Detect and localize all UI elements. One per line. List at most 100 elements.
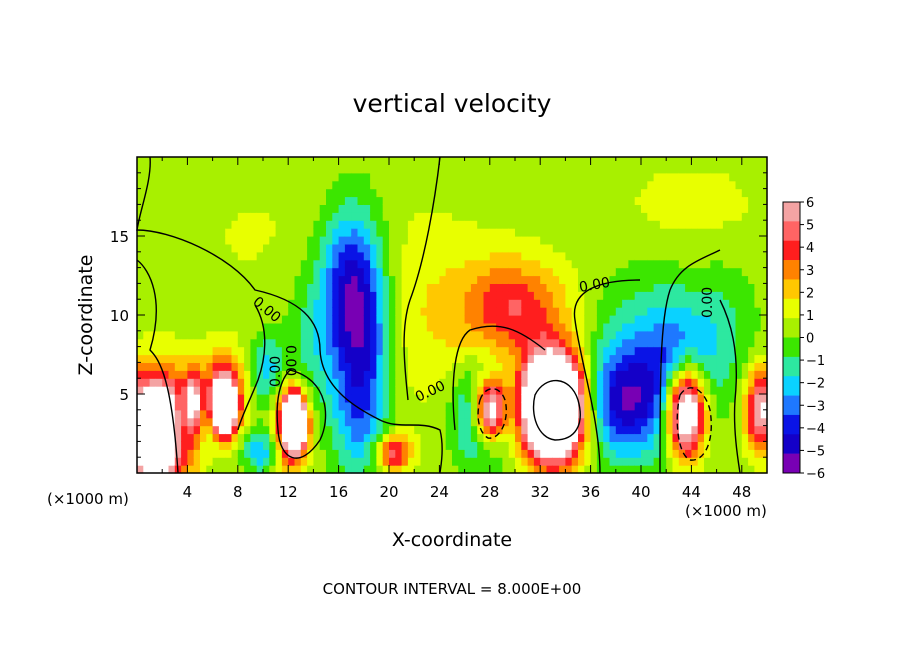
heatmap-cell bbox=[382, 267, 390, 277]
heatmap-cell bbox=[137, 299, 144, 308]
heatmap-cell bbox=[521, 228, 529, 237]
contour-line bbox=[403, 156, 441, 401]
heatmap-cell bbox=[326, 449, 333, 458]
heatmap-cell bbox=[155, 449, 163, 458]
heatmap-cell bbox=[754, 236, 762, 245]
heatmap-cell bbox=[704, 378, 711, 387]
heatmap-cell bbox=[729, 220, 737, 229]
heatmap-cell bbox=[357, 299, 365, 308]
heatmap-cell bbox=[641, 220, 648, 229]
heatmap-cell bbox=[351, 362, 359, 371]
heatmap-cell bbox=[659, 338, 667, 348]
heatmap-cell bbox=[470, 457, 478, 466]
heatmap-cell bbox=[332, 401, 340, 411]
heatmap-cell bbox=[193, 354, 201, 363]
heatmap-cell bbox=[666, 386, 674, 395]
heatmap-cell bbox=[565, 417, 573, 427]
heatmap-cell bbox=[722, 307, 730, 316]
heatmap-cell bbox=[313, 386, 321, 395]
heatmap-cell bbox=[433, 267, 440, 277]
heatmap-cell bbox=[552, 236, 560, 245]
heatmap-cell bbox=[697, 291, 705, 300]
heatmap-cell bbox=[584, 204, 592, 213]
heatmap-cell bbox=[231, 251, 239, 261]
heatmap-cell bbox=[376, 299, 384, 308]
heatmap-cell bbox=[206, 196, 214, 205]
heatmap-cell bbox=[578, 386, 585, 395]
heatmap-cell bbox=[647, 370, 655, 379]
heatmap-cell bbox=[300, 417, 308, 427]
heatmap-cell bbox=[527, 275, 535, 284]
heatmap-cell bbox=[559, 172, 566, 182]
heatmap-cell bbox=[300, 330, 308, 340]
heatmap-cell bbox=[521, 180, 529, 190]
heatmap-cell bbox=[483, 267, 491, 277]
heatmap-cell bbox=[704, 180, 711, 190]
heatmap-cell bbox=[218, 441, 226, 450]
heatmap-cell bbox=[426, 251, 434, 261]
heatmap-cell bbox=[571, 283, 579, 292]
heatmap-cell bbox=[237, 441, 245, 450]
heatmap-cell bbox=[533, 322, 541, 332]
heatmap-cell bbox=[729, 370, 737, 379]
colorbar-label: −1 bbox=[806, 354, 825, 369]
heatmap-cell bbox=[370, 251, 377, 261]
heatmap-cell bbox=[137, 409, 144, 419]
heatmap-cell bbox=[710, 307, 718, 316]
heatmap-cell bbox=[565, 204, 573, 213]
heatmap-cell bbox=[565, 291, 573, 300]
heatmap-cell bbox=[401, 228, 409, 237]
heatmap-cell bbox=[578, 157, 585, 166]
heatmap-cell bbox=[281, 283, 289, 292]
heatmap-cell bbox=[250, 236, 258, 245]
heatmap-cell bbox=[338, 180, 346, 190]
heatmap-cell bbox=[338, 299, 346, 308]
heatmap-cell bbox=[590, 267, 598, 277]
heatmap-cell bbox=[552, 259, 560, 269]
heatmap-cell bbox=[578, 267, 585, 277]
heatmap-cell bbox=[225, 212, 233, 221]
heatmap-cell bbox=[332, 338, 340, 348]
heatmap-cell bbox=[344, 409, 352, 419]
heatmap-cell bbox=[439, 425, 447, 435]
heatmap-cell bbox=[477, 299, 485, 308]
heatmap-cell bbox=[231, 409, 239, 419]
heatmap-cell bbox=[559, 362, 566, 371]
heatmap-cell bbox=[288, 267, 296, 277]
heatmap-cell bbox=[571, 228, 579, 237]
heatmap-cell bbox=[439, 449, 447, 458]
heatmap-cell bbox=[382, 243, 390, 253]
heatmap-cell bbox=[269, 204, 277, 213]
heatmap-cell bbox=[647, 196, 655, 205]
heatmap-cell bbox=[565, 330, 573, 340]
heatmap-cell bbox=[420, 401, 428, 411]
heatmap-cell bbox=[691, 449, 699, 458]
heatmap-cell bbox=[370, 275, 377, 284]
heatmap-cell bbox=[603, 401, 611, 411]
heatmap-cell bbox=[319, 338, 327, 348]
heatmap-cell bbox=[754, 212, 762, 221]
heatmap-cell bbox=[313, 425, 321, 435]
heatmap-cell bbox=[300, 164, 308, 174]
heatmap-cell bbox=[533, 188, 541, 198]
heatmap-cell bbox=[326, 465, 333, 474]
heatmap-cell bbox=[162, 394, 170, 403]
heatmap-cell bbox=[653, 267, 661, 277]
heatmap-cell bbox=[596, 157, 604, 166]
heatmap-cell bbox=[363, 180, 371, 190]
heatmap-cell bbox=[212, 409, 220, 419]
heatmap-cell bbox=[452, 330, 459, 340]
heatmap-cell bbox=[244, 441, 251, 450]
heatmap-cell bbox=[426, 283, 434, 292]
heatmap-cell bbox=[281, 409, 289, 419]
heatmap-cell bbox=[137, 394, 144, 403]
heatmap-cell bbox=[244, 212, 251, 221]
heatmap-cell bbox=[647, 401, 655, 411]
heatmap-cell bbox=[155, 307, 163, 316]
heatmap-cell bbox=[691, 465, 699, 474]
heatmap-cell bbox=[344, 228, 352, 237]
heatmap-cell bbox=[609, 457, 617, 466]
heatmap-cell bbox=[515, 243, 522, 253]
heatmap-cell bbox=[294, 196, 302, 205]
heatmap-cell bbox=[263, 283, 270, 292]
